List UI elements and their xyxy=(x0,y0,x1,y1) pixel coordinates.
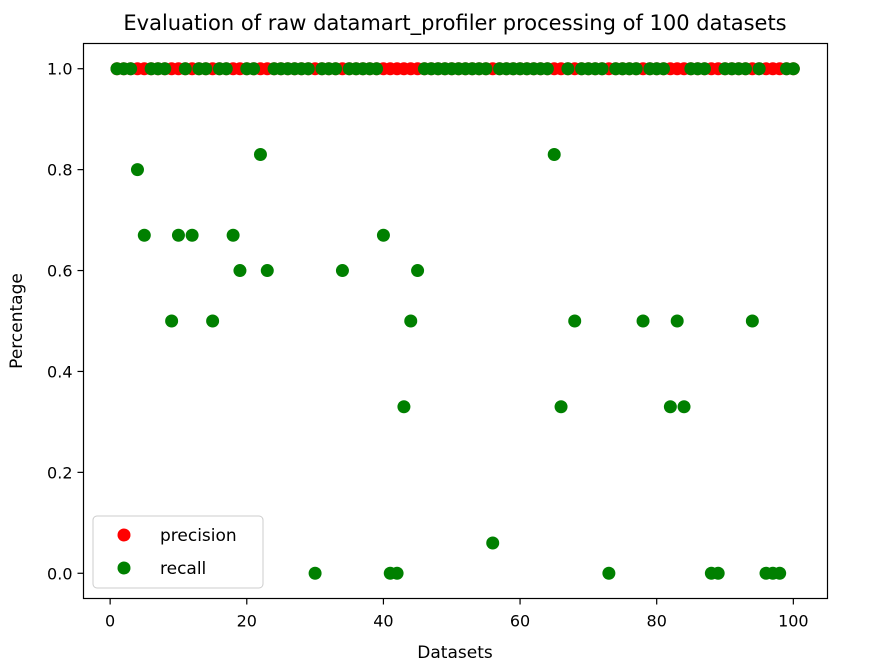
x-axis-label: Datasets xyxy=(417,643,493,663)
recall-point xyxy=(739,62,753,76)
x-tick-label: 20 xyxy=(237,612,257,631)
recall-point xyxy=(602,566,616,580)
x-tick-label: 80 xyxy=(647,612,667,631)
recall-point xyxy=(486,536,500,550)
recall-point xyxy=(479,62,493,76)
legend-marker-precision xyxy=(117,528,131,542)
recall-point xyxy=(554,400,568,414)
recall-point xyxy=(595,62,609,76)
data-points xyxy=(110,62,800,580)
recall-point xyxy=(390,566,404,580)
recall-point xyxy=(698,62,712,76)
recall-point xyxy=(786,62,800,76)
recall-point xyxy=(226,228,240,242)
recall-point xyxy=(561,62,575,76)
recall-point xyxy=(308,566,322,580)
axes-frame xyxy=(82,42,829,600)
x-axis-ticks: 0 20 40 60 80 100 xyxy=(105,598,809,631)
recall-point xyxy=(178,62,192,76)
recall-point xyxy=(124,62,138,76)
recall-point xyxy=(397,400,411,414)
legend: precision recall xyxy=(92,515,264,589)
recall-point xyxy=(158,62,172,76)
recall-point xyxy=(677,400,691,414)
recall-point xyxy=(657,62,671,76)
y-tick-label: 1.0 xyxy=(47,60,72,79)
recall-point xyxy=(663,400,677,414)
recall-point xyxy=(711,566,725,580)
recall-point xyxy=(301,62,315,76)
x-tick-label: 40 xyxy=(373,612,393,631)
recall-point xyxy=(130,163,144,177)
recall-point xyxy=(370,62,384,76)
recall-point xyxy=(411,264,425,278)
recall-point xyxy=(547,148,561,161)
series-recall xyxy=(110,62,800,580)
legend-label-precision: precision xyxy=(160,526,237,546)
legend-box xyxy=(92,515,264,589)
recall-point xyxy=(745,314,759,328)
recall-point xyxy=(670,314,684,328)
recall-point xyxy=(540,62,554,76)
recall-point xyxy=(260,264,274,278)
y-axis-label: Percentage xyxy=(7,273,27,369)
recall-point xyxy=(568,314,582,328)
recall-point xyxy=(137,228,151,242)
recall-point xyxy=(206,314,220,328)
recall-point xyxy=(752,62,766,76)
recall-point xyxy=(629,62,643,76)
recall-point xyxy=(773,566,787,580)
legend-marker-recall xyxy=(117,561,131,575)
y-tick-label: 0.0 xyxy=(47,564,72,583)
recall-point xyxy=(219,62,233,76)
recall-point xyxy=(329,62,343,76)
y-tick-label: 0.8 xyxy=(47,161,72,180)
x-tick-label: 100 xyxy=(778,612,809,631)
y-tick-label: 0.4 xyxy=(47,362,72,381)
recall-point xyxy=(165,314,179,328)
y-axis-ticks: 0.0 0.2 0.4 0.6 0.8 1.0 xyxy=(47,60,84,583)
recall-point xyxy=(185,228,199,242)
y-tick-label: 0.6 xyxy=(47,262,72,281)
chart-title: Evaluation of raw datamart_profiler proc… xyxy=(123,11,786,36)
x-tick-label: 60 xyxy=(510,612,530,631)
legend-label-recall: recall xyxy=(160,559,206,579)
y-tick-label: 0.2 xyxy=(47,463,72,482)
recall-point xyxy=(335,264,349,278)
recall-point xyxy=(171,228,185,242)
recall-point xyxy=(199,62,213,76)
recall-point xyxy=(247,62,261,76)
recall-point xyxy=(636,314,650,328)
recall-point xyxy=(253,148,267,161)
recall-point xyxy=(376,228,390,242)
recall-point xyxy=(233,264,247,278)
recall-point xyxy=(404,314,418,328)
x-tick-label: 0 xyxy=(105,612,115,631)
